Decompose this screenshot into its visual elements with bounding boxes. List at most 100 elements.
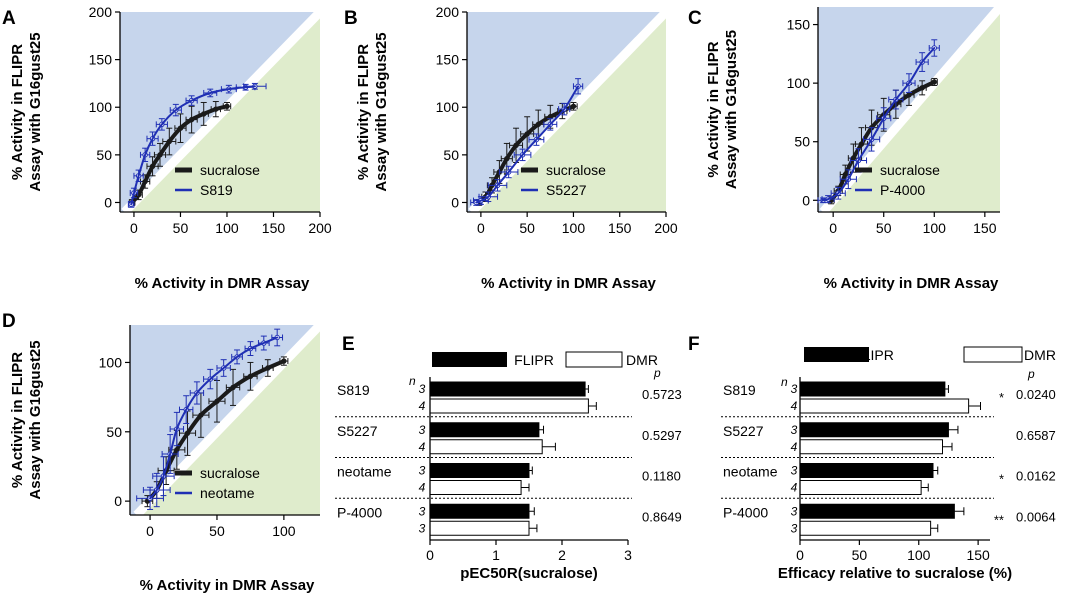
legend-label: neotame (200, 485, 255, 501)
bar-flipr (429, 463, 530, 478)
legend-swatch-dmr (565, 351, 623, 368)
y-axis-title-line1: % Activity in FLIPR (9, 352, 26, 488)
x-tick-label: 0 (796, 547, 804, 563)
n-value: 4 (419, 481, 426, 495)
fit-curve (130, 85, 256, 206)
y-axis-title-line2: Assay with G16gust25 (27, 340, 44, 499)
panel-letter: F (688, 334, 700, 355)
fit-curve (475, 85, 580, 204)
category-label: P-4000 (723, 504, 768, 520)
chart-b: 0 50 100 150 200 0 50 100 150 200 sucralose S5227 B%… (344, 4, 678, 292)
x-tick-label: 2 (558, 547, 566, 563)
x-tick-label: 100 (923, 220, 947, 236)
x-axis-title: Efficacy relative to sucralose (%) (778, 565, 1012, 582)
panel-letter: C (688, 8, 702, 29)
bar-flipr (429, 503, 530, 519)
bar-dmr (799, 398, 970, 414)
chart-d: 0 50 100 0 50 100 sucralose neotame D % Activity … (2, 311, 324, 594)
p-value: 0.8649 (642, 509, 682, 524)
n-value: 4 (419, 399, 426, 413)
panel-letter: D (2, 311, 16, 332)
category-label: neotame (337, 464, 392, 480)
n-value: 3 (791, 423, 798, 437)
significance-mark: ** (994, 512, 1004, 527)
y-axis-title-line2: Assay with G16gust25 (27, 32, 44, 191)
x-tick-label: 50 (173, 220, 189, 236)
bar-dmr (799, 520, 932, 536)
n-value: 3 (791, 504, 798, 518)
y-tick-label: 0 (104, 194, 112, 210)
p-header: p (1027, 367, 1035, 381)
n-value: 3 (791, 464, 798, 478)
legend-label: S819 (200, 182, 233, 198)
x-tick-label: 150 (966, 547, 990, 563)
panel-letter: B (344, 8, 358, 29)
bar-dmr (799, 439, 943, 455)
y-tick-label: 50 (794, 134, 810, 150)
n-value: 3 (419, 423, 426, 437)
y-tick-label: 0 (451, 194, 459, 210)
y-tick-label: 50 (96, 147, 112, 163)
y-axis-title-line1: % Activity in FLIPR (9, 44, 26, 180)
n-value: 3 (419, 521, 426, 535)
y-tick-label: 100 (787, 75, 811, 91)
x-tick-label: 200 (308, 220, 332, 236)
x-tick-label: 0 (477, 220, 485, 236)
n-value: 4 (791, 399, 798, 413)
n-value: 4 (419, 440, 426, 454)
fit-curve (822, 47, 936, 202)
x-tick-label: 50 (876, 220, 892, 236)
x-tick-label: 50 (209, 523, 225, 539)
y-axis-title-line1: % Activity in FLIPR (355, 44, 372, 180)
panel-letter: A (2, 8, 16, 29)
x-tick-label: 100 (907, 547, 931, 563)
x-tick-label: 1 (492, 547, 500, 563)
y-axis-title-line2: Assay with G16gust25 (373, 32, 390, 191)
series-neotame (136, 328, 284, 510)
y-axis-title-line2: Assay with G16gust25 (723, 30, 740, 189)
p-value: 0.0064 (1016, 509, 1056, 524)
y-tick-label: 0 (114, 493, 122, 509)
chart-f: FLIPR DMR n p 3 4 S819 0.0240 * 3 4 S5227 0.6587 3 4 ne… (688, 334, 1056, 582)
bar-flipr (799, 422, 949, 438)
p-value: 0.0240 (1016, 387, 1056, 402)
n-value: 3 (419, 504, 426, 518)
y-tick-label: 200 (436, 4, 460, 20)
legend-label: sucralose (200, 465, 260, 481)
x-axis-title: pEC50R(sucralose) (460, 565, 598, 582)
y-tick-label: 0 (802, 192, 810, 208)
n-header: n (781, 375, 788, 389)
y-tick-label: 100 (436, 99, 460, 115)
category-label: S819 (723, 382, 756, 398)
y-tick-label: 150 (89, 52, 113, 68)
y-tick-label: 200 (89, 4, 113, 20)
bar-dmr (429, 520, 530, 536)
x-tick-label: 100 (215, 220, 239, 236)
x-tick-label: 150 (973, 220, 997, 236)
x-axis-title: % Activity in DMR Assay (481, 275, 656, 292)
y-axis-title-line1: % Activity in FLIPR (705, 41, 722, 177)
n-value: 3 (419, 382, 426, 396)
chart-a: 0 50 100 150 200 0 50 100 150 200 sucralose S819 A % … (2, 4, 332, 292)
x-tick-label: 0 (146, 523, 154, 539)
fit-curve (477, 104, 576, 205)
category-label: neotame (723, 464, 778, 480)
legend-swatch-dmr (963, 346, 1023, 363)
x-tick-label: 0 (426, 547, 434, 563)
y-tick-label: 100 (89, 99, 113, 115)
legend-label: sucralose (880, 162, 940, 178)
p-header: p (653, 366, 661, 380)
y-tick-label: 100 (99, 354, 123, 370)
y-tick-label: 150 (787, 17, 811, 33)
category-label: S5227 (723, 423, 764, 439)
bar-dmr (429, 480, 522, 495)
p-value: 0.5297 (642, 428, 682, 443)
p-value: 0.0162 (1016, 469, 1056, 484)
n-value: 3 (791, 382, 798, 396)
legend-label: S5227 (546, 182, 587, 198)
n-value: 4 (791, 481, 798, 495)
diagonal-gap (133, 321, 324, 519)
legend-swatch-flipr (432, 352, 507, 367)
p-value: 0.6587 (1016, 428, 1056, 443)
